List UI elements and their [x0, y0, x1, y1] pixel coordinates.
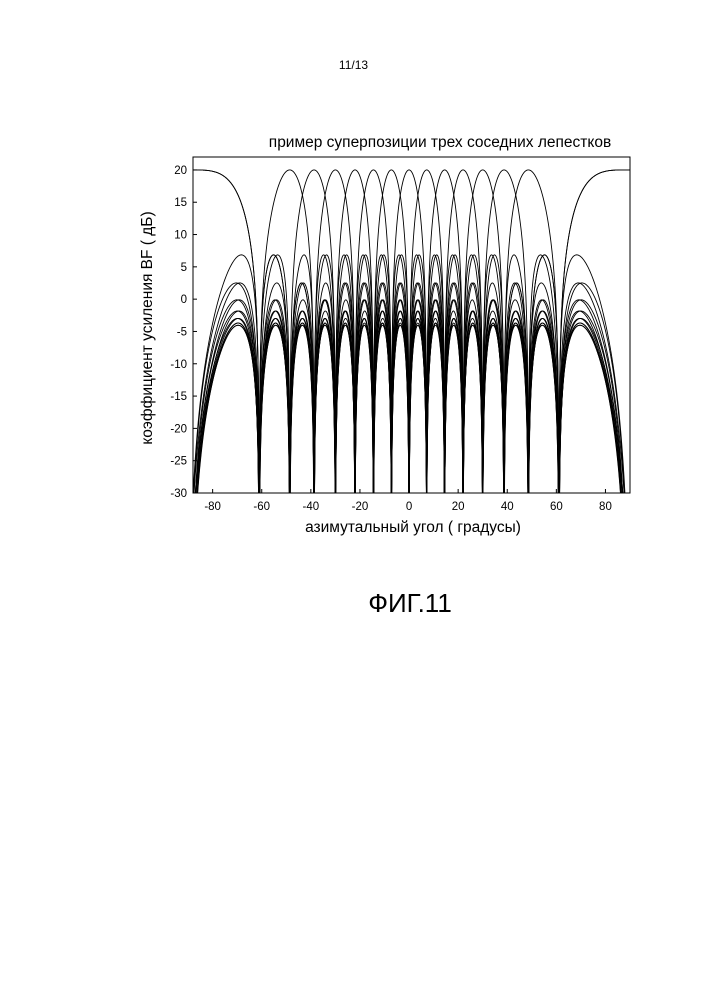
x-axis-label: азимутальный угол ( градусы) — [193, 519, 633, 537]
x-tick-label: 80 — [599, 501, 612, 513]
y-tick: 20 — [174, 165, 197, 177]
x-tick-label: -80 — [204, 501, 221, 513]
x-tick-label: 20 — [452, 501, 465, 513]
x-tick-label: 40 — [501, 501, 514, 513]
y-tick-label: -5 — [177, 326, 187, 338]
y-tick-label: 10 — [174, 230, 187, 242]
y-tick: -5 — [177, 326, 197, 338]
y-tick-label: 15 — [174, 197, 187, 209]
x-tick-label: -40 — [303, 501, 320, 513]
y-tick-label: -25 — [170, 456, 187, 468]
x-tick-label: -60 — [253, 501, 270, 513]
y-tick-label: 0 — [181, 294, 187, 306]
y-tick: 0 — [181, 294, 197, 306]
y-tick-label: -20 — [170, 423, 187, 435]
y-tick-label: 5 — [181, 262, 187, 274]
figure-caption: ФИГ.11 — [0, 588, 707, 619]
y-tick: 15 — [174, 197, 197, 209]
y-tick: 5 — [181, 262, 197, 274]
y-tick-label: -10 — [170, 359, 187, 371]
x-tick-label: -20 — [352, 501, 369, 513]
y-tick-label: -30 — [170, 488, 187, 500]
y-tick-label: -15 — [170, 391, 187, 403]
y-tick: 10 — [174, 230, 197, 242]
y-tick-label: 20 — [174, 165, 187, 177]
x-tick-label: 60 — [550, 501, 563, 513]
x-tick-label: 0 — [406, 501, 412, 513]
y-axis-label: коэффициент усиления BF ( дБ) — [138, 163, 158, 493]
